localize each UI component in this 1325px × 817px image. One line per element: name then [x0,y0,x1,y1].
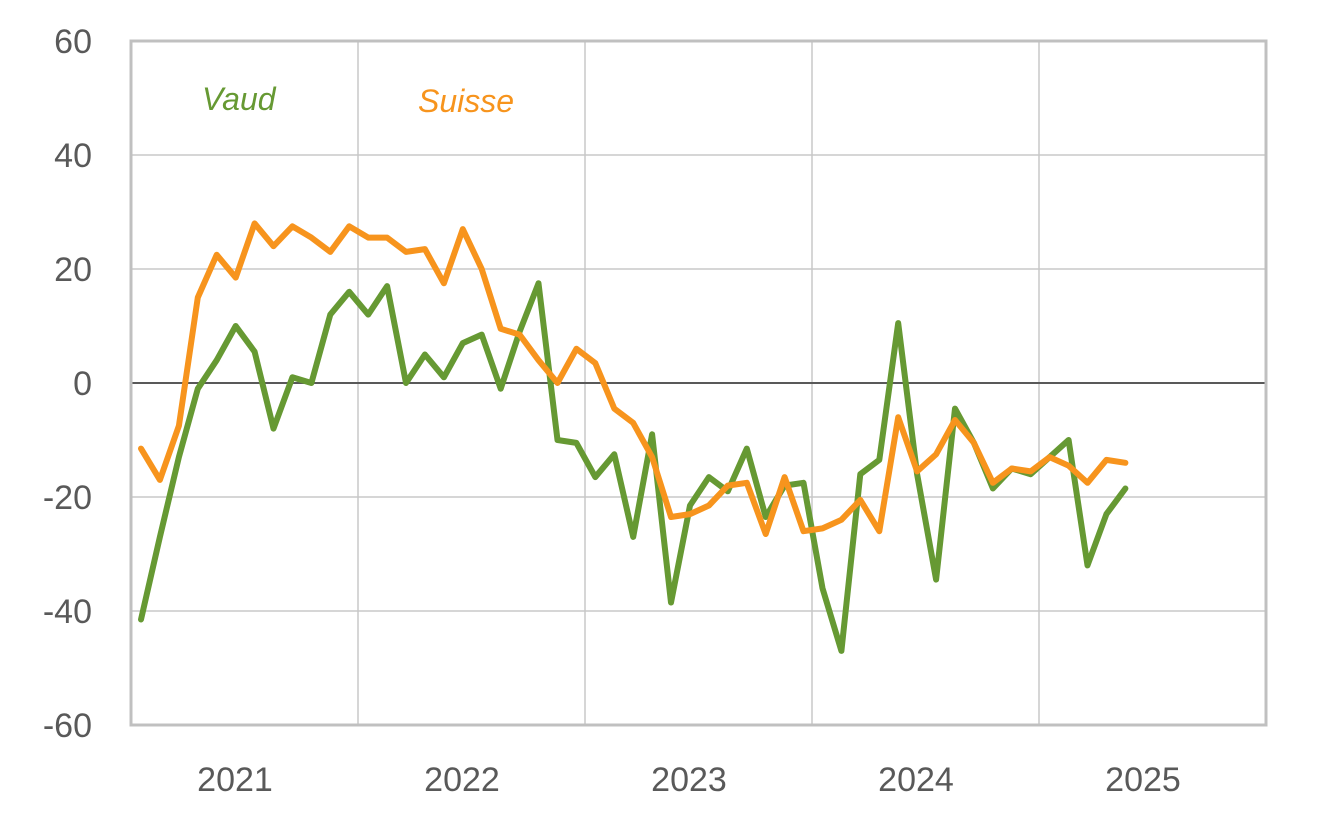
plot-frame [129,39,1268,727]
x-tick-label: 2022 [424,761,500,799]
y-tick-label: 0 [73,365,92,403]
series-layer [138,220,1129,654]
series-line-suisse [138,220,1129,537]
y-tick-label: 40 [54,137,92,175]
x-tick-label: 2024 [878,761,954,799]
series-label-suisse: Suisse [418,83,514,119]
y-tick-label: 20 [54,251,92,289]
y-tick-label: -20 [43,479,92,517]
series-label-vaud: Vaud [202,81,277,117]
series-line-vaud [138,280,1129,654]
y-tick-label: -40 [43,593,92,631]
y-tick-labels: 60 40 20 0 -20 -40 -60 [43,23,92,745]
x-tick-labels: 2021 2022 2023 2024 2025 [197,761,1181,799]
y-tick-label: 60 [54,23,92,61]
x-tick-label: 2023 [651,761,727,799]
x-tick-label: 2025 [1105,761,1181,799]
x-tick-label: 2021 [197,761,273,799]
y-tick-label: -60 [43,707,92,745]
